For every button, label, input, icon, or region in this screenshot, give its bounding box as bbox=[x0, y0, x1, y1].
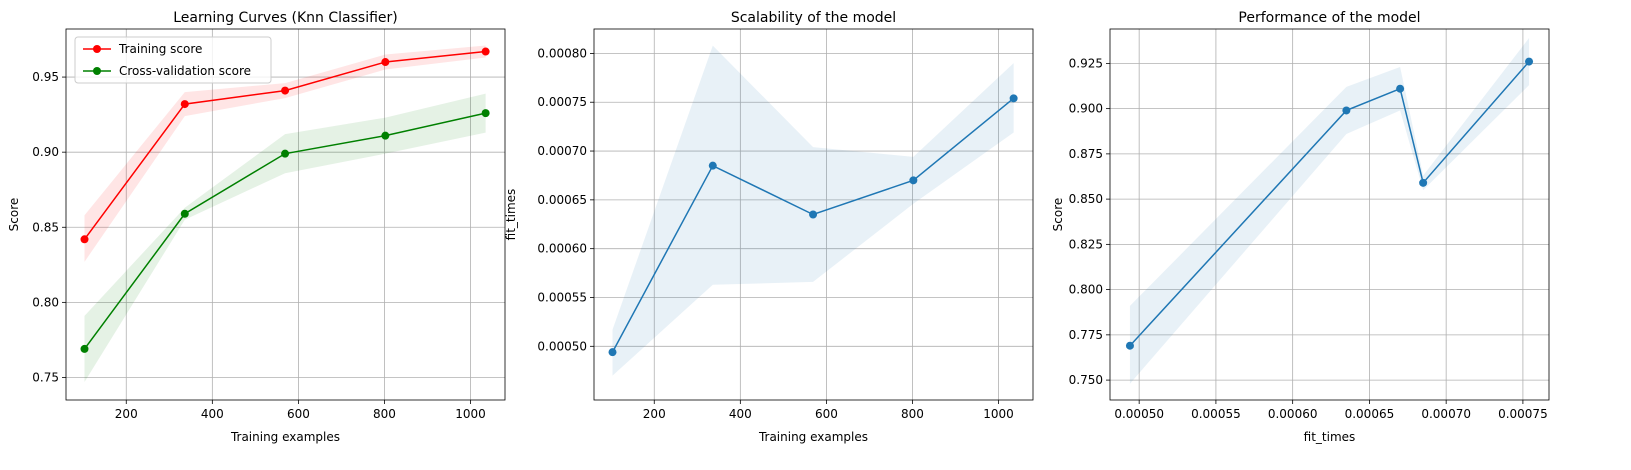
data-point bbox=[708, 161, 717, 170]
chart-panel-3: 0.00050 0.00055 0.00060 0.00065 0.00070 0.000… bbox=[1051, 10, 1550, 444]
x-tick-label: 0.00050 bbox=[1114, 407, 1164, 421]
y-tick-label: 0.00050 bbox=[537, 339, 587, 353]
x-tick-label: 800 bbox=[373, 407, 396, 421]
y-axis-label: Score bbox=[7, 198, 21, 232]
data-point bbox=[1396, 84, 1405, 93]
y-tick-label: 0.750 bbox=[1069, 373, 1103, 387]
x-axis-label: Training examples bbox=[230, 430, 340, 444]
axes-frame bbox=[1109, 28, 1550, 401]
y-tick-label: 0.95 bbox=[32, 70, 59, 84]
x-tick-label: 1000 bbox=[983, 407, 1014, 421]
x-tick-label: 0.00065 bbox=[1345, 407, 1395, 421]
series-1 bbox=[608, 45, 1018, 376]
data-point bbox=[1125, 341, 1134, 350]
x-axis: 200 400 600 800 1000 bbox=[115, 400, 486, 421]
grid bbox=[1110, 29, 1549, 400]
axes-frame bbox=[593, 28, 1034, 401]
legend-marker bbox=[93, 45, 101, 53]
legend-label: Cross-validation score bbox=[119, 64, 251, 78]
x-tick-label: 200 bbox=[643, 407, 666, 421]
data-point bbox=[608, 348, 617, 357]
y-tick-label: 0.75 bbox=[32, 370, 59, 384]
y-tick-label: 0.00060 bbox=[537, 242, 587, 256]
x-tick-label: 0.00070 bbox=[1421, 407, 1471, 421]
x-axis: 0.00050 0.00055 0.00060 0.00065 0.00070 0.000… bbox=[1114, 400, 1548, 421]
legend-marker bbox=[93, 67, 101, 75]
data-point bbox=[180, 209, 189, 218]
data-point bbox=[381, 131, 390, 140]
legend-label: Training score bbox=[118, 42, 202, 56]
chart-panel-2: 200 400 600 800 10000.000500.000550.000600.0… bbox=[504, 10, 1034, 444]
y-tick-label: 0.00080 bbox=[537, 46, 587, 60]
data-point bbox=[909, 176, 918, 185]
y-axis: 0.75 0.80 0.85 0.90 0.95 bbox=[32, 70, 66, 384]
y-tick-label: 0.80 bbox=[32, 295, 59, 309]
data-point bbox=[481, 109, 490, 118]
y-tick-label: 0.90 bbox=[32, 145, 59, 159]
axes-frame bbox=[65, 28, 506, 401]
confidence-band bbox=[1129, 38, 1530, 384]
y-tick-label: 0.775 bbox=[1069, 328, 1103, 342]
y-axis-label: fit_times bbox=[504, 189, 518, 241]
x-tick-label: 200 bbox=[115, 407, 138, 421]
data-point bbox=[281, 149, 290, 158]
y-tick-label: 0.850 bbox=[1069, 192, 1103, 206]
series-2 bbox=[80, 93, 490, 382]
data-point bbox=[381, 58, 390, 67]
data-point bbox=[1419, 178, 1428, 187]
x-tick-label: 0.00055 bbox=[1191, 407, 1241, 421]
data-point bbox=[80, 235, 89, 244]
y-axis-label: Score bbox=[1051, 198, 1065, 232]
x-axis: 200 400 600 800 1000 bbox=[643, 400, 1014, 421]
legend: Training score Cross-validation score bbox=[74, 36, 272, 84]
x-tick-label: 400 bbox=[729, 407, 752, 421]
y-tick-label: 0.00075 bbox=[537, 95, 587, 109]
legend-box bbox=[74, 36, 272, 84]
y-tick-label: 0.900 bbox=[1069, 102, 1103, 116]
x-tick-label: 400 bbox=[201, 407, 224, 421]
y-tick-label: 0.875 bbox=[1069, 147, 1103, 161]
data-point bbox=[281, 86, 290, 95]
data-point bbox=[809, 210, 818, 219]
y-axis: 0.750 0.775 0.800 0.825 0.850 0.875 0.900 0.925 bbox=[1069, 56, 1110, 387]
confidence-band bbox=[84, 45, 486, 262]
x-tick-label: 0.00075 bbox=[1498, 407, 1548, 421]
y-axis: 0.00050 0.00055 0.00060 0.00065 0.00070 0.000… bbox=[537, 46, 594, 353]
data-point bbox=[80, 344, 89, 353]
data-point bbox=[180, 100, 189, 109]
confidence-band bbox=[84, 93, 486, 382]
y-tick-label: 0.925 bbox=[1069, 56, 1103, 70]
y-tick-label: 0.85 bbox=[32, 220, 59, 234]
y-tick-label: 0.00070 bbox=[537, 144, 587, 158]
chart-panel-1: 200 400 600 800 1000 0.75 0.80 0.85 0.90 0.95 Lear… bbox=[7, 10, 506, 444]
chart-title: Performance of the model bbox=[1238, 10, 1420, 26]
series-1 bbox=[1125, 38, 1534, 384]
y-tick-label: 0.00065 bbox=[537, 193, 587, 207]
data-point bbox=[481, 47, 490, 56]
x-tick-label: 0.00060 bbox=[1268, 407, 1318, 421]
x-axis-label: fit_times bbox=[1304, 430, 1356, 444]
x-tick-label: 1000 bbox=[455, 407, 486, 421]
x-tick-label: 800 bbox=[901, 407, 924, 421]
data-point bbox=[1342, 106, 1351, 115]
x-tick-label: 600 bbox=[815, 407, 838, 421]
y-tick-label: 0.00055 bbox=[537, 290, 587, 304]
y-tick-label: 0.800 bbox=[1069, 283, 1103, 297]
x-axis-label: Training examples bbox=[758, 430, 868, 444]
chart-title: Scalability of the model bbox=[731, 10, 896, 26]
grid bbox=[594, 29, 1033, 400]
y-tick-label: 0.825 bbox=[1069, 237, 1103, 251]
series-1 bbox=[80, 45, 490, 262]
x-tick-label: 600 bbox=[287, 407, 310, 421]
data-point bbox=[1009, 94, 1018, 103]
chart-title: Learning Curves (Knn Classifier) bbox=[173, 10, 398, 26]
data-point bbox=[1525, 57, 1534, 66]
